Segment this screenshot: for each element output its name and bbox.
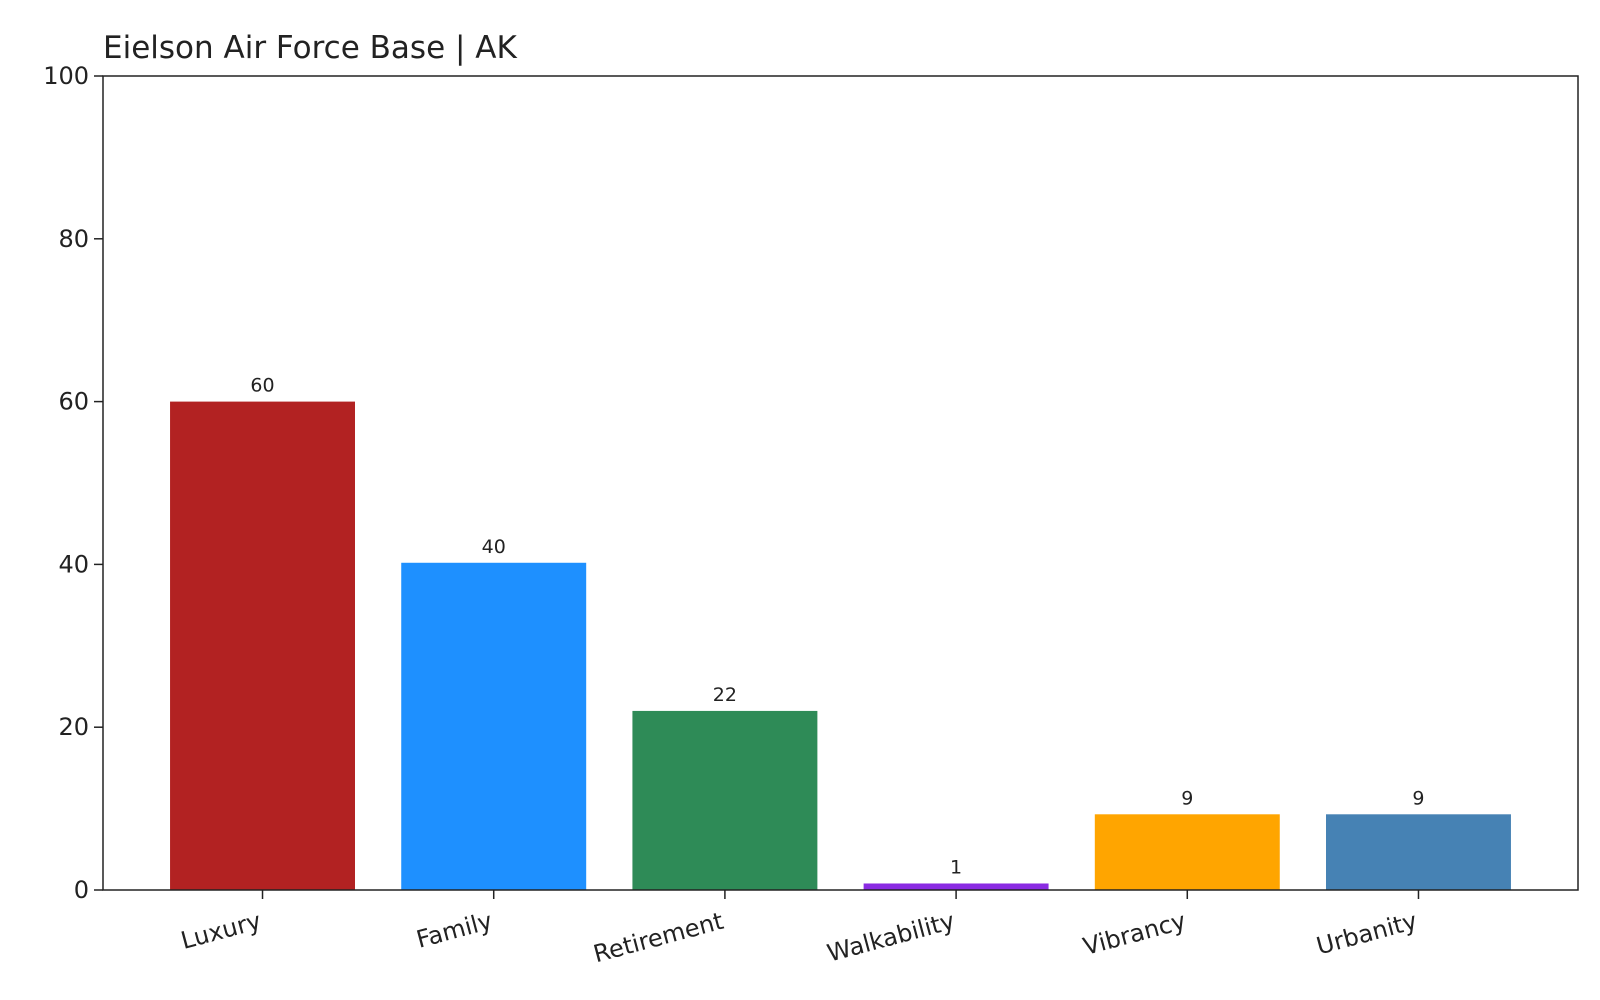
value-label: 9 [1412,787,1424,809]
value-label: 9 [1181,787,1193,809]
bar [632,710,818,890]
value-label: 22 [713,684,737,706]
y-tick-label: 100 [43,62,89,90]
bar [863,883,1049,890]
x-tick-label: Luxury [178,907,264,955]
x-tick-label: Walkability [824,907,957,968]
value-label: 60 [250,375,274,397]
value-label: 40 [482,536,506,558]
chart-title: Eielson Air Force Base | AK [103,30,517,66]
x-tick-label: Urbanity [1313,907,1420,961]
y-tick-label: 40 [58,550,89,578]
x-tick-label: Retirement [590,907,726,969]
bar [1094,814,1280,890]
y-tick-label: 0 [74,876,89,904]
y-tick-label: 60 [58,388,89,416]
x-tick-label: Vibrancy [1080,907,1189,961]
bar [1326,814,1511,890]
value-label: 1 [950,856,962,878]
x-tick-label: Family [413,907,495,954]
bar [401,562,587,890]
y-tick-label: 20 [58,713,89,741]
bar [170,401,355,890]
y-tick-label: 80 [58,225,89,253]
plot-frame [102,75,1579,891]
